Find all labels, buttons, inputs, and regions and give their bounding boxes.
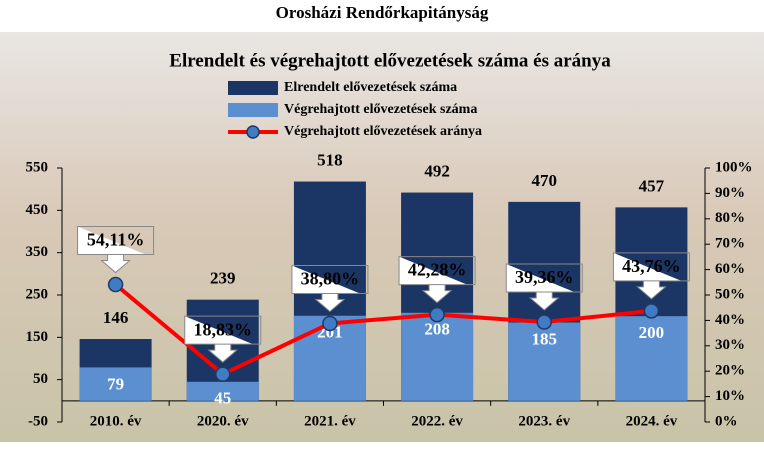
y2-tick-label: 20% [715, 363, 745, 379]
bar-value-label: 208 [424, 320, 450, 339]
x-tick-label: 2020. év [197, 413, 249, 429]
rate-marker [323, 316, 337, 330]
y2-tick-label: 10% [715, 388, 745, 404]
y-tick-label: 150 [26, 329, 49, 345]
rate-marker [430, 308, 444, 322]
rate-label: 43,76% [622, 256, 681, 276]
legend-label: Elrendelt elővezetések száma [284, 80, 457, 95]
y2-tick-label: 30% [715, 337, 745, 353]
y-tick-label: -50 [28, 413, 48, 429]
bar-value-label: 45 [214, 389, 231, 408]
x-tick-label: 2022. év [411, 413, 463, 429]
rate-label: 42,28% [408, 260, 467, 280]
legend-swatch [228, 103, 278, 117]
y2-tick-label: 40% [715, 312, 745, 328]
rate-label: 38,80% [301, 269, 360, 289]
y-tick-label: 350 [26, 244, 49, 260]
legend-marker [247, 126, 259, 138]
legend-label: Végrehajtott elővezetések száma [284, 102, 477, 117]
rate-label: 39,36% [515, 267, 574, 287]
rate-marker [216, 367, 230, 381]
x-tick-label: 2024. év [626, 413, 678, 429]
page: Orosházi Rendőrkapitányság Elrendelt és … [0, 0, 764, 450]
bar-value-label: 185 [532, 329, 558, 348]
y-tick-label: 50 [33, 371, 48, 387]
legend-label: Végrehajtott elővezetések aránya [284, 124, 482, 139]
bar-total-label: 470 [532, 171, 558, 190]
y2-tick-label: 60% [715, 261, 745, 277]
rate-marker [109, 278, 123, 292]
bar-total-label: 146 [103, 308, 129, 327]
y2-tick-label: 100% [715, 159, 753, 175]
chart: Orosházi Rendőrkapitányság Elrendelt és … [0, 0, 764, 450]
bar-value-label: 200 [639, 323, 665, 342]
y2-tick-label: 90% [715, 185, 745, 201]
bar-total-label: 457 [639, 176, 665, 195]
x-tick-label: 2023. év [518, 413, 570, 429]
rate-marker [537, 315, 551, 329]
x-tick-label: 2021. év [304, 413, 356, 429]
y2-tick-label: 80% [715, 210, 745, 226]
rate-marker [644, 304, 658, 318]
y2-tick-label: 70% [715, 236, 745, 252]
bar-total-label: 518 [317, 150, 343, 169]
page-title: Orosházi Rendőrkapitányság [276, 3, 489, 22]
legend-swatch [228, 81, 278, 95]
bar-value-label: 79 [107, 374, 124, 393]
bar-total-label: 239 [210, 269, 236, 288]
bar-total-label: 492 [424, 161, 450, 180]
y2-tick-label: 0% [715, 413, 738, 429]
y-tick-label: 250 [26, 286, 49, 302]
rate-label: 18,83% [194, 319, 253, 339]
y-tick-label: 550 [26, 159, 49, 175]
chart-title: Elrendelt és végrehajtott elővezetések s… [169, 50, 611, 71]
rate-label: 54,11% [87, 230, 145, 250]
y2-tick-label: 50% [715, 286, 745, 302]
y-tick-label: 450 [26, 202, 49, 218]
x-tick-label: 2010. év [90, 413, 142, 429]
